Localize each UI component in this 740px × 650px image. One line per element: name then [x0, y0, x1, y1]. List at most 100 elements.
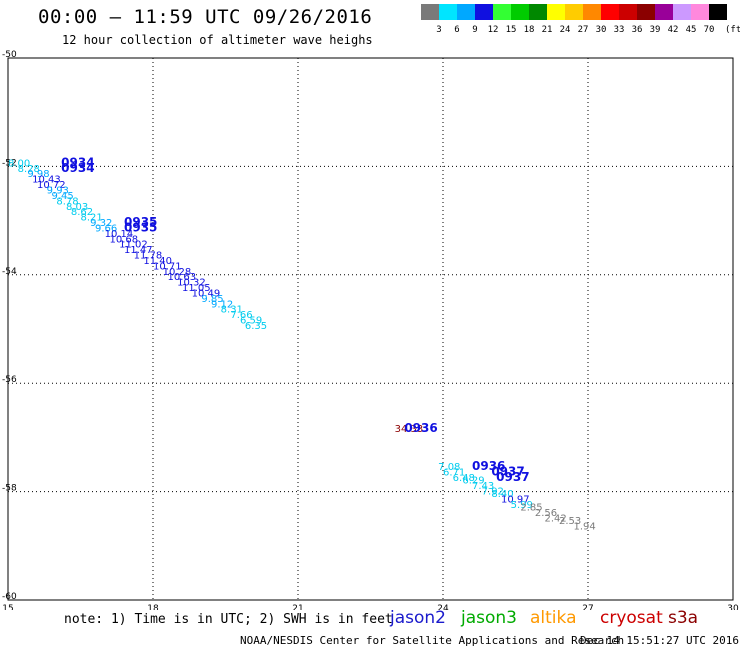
wave-height-point: 9.32 [90, 218, 112, 229]
wave-height-point: 10.63 [168, 272, 197, 283]
wave-height-point: 2.42 [545, 513, 567, 524]
wave-height-point: 8.00 [8, 158, 30, 169]
plot-frame [7, 57, 734, 601]
wave-height-point: 7.92 [482, 486, 504, 497]
satellite-label-cryosat: cryosat [600, 608, 663, 628]
legend-label: 36 [631, 25, 643, 35]
legend-swatch [709, 4, 727, 20]
wave-height-point: 7.43 [472, 481, 494, 492]
wave-height-point: 9.66 [95, 223, 117, 234]
legend-label: 24 [559, 25, 571, 35]
plot-area: 15 18 21 24 27 30-50-52-54-56-58-608.008.289.… [2, 50, 739, 610]
legend-label: 3 [436, 25, 442, 35]
wave-height-point: 8.21 [81, 213, 103, 224]
legend-swatch [601, 4, 619, 20]
wave-height-point: 8.28 [18, 164, 40, 175]
legend-label: 18 [523, 25, 535, 35]
wave-height-point: 9.98 [27, 169, 49, 180]
wave-height-point: 9.93 [47, 186, 69, 197]
wave-height-point: 2.53 [559, 516, 581, 527]
wave-height-point: 2.85 [520, 503, 542, 514]
wave-height-point: 10.32 [177, 278, 206, 289]
legend-swatch [439, 4, 457, 20]
time-label: 0937 [496, 470, 529, 484]
legend-swatch [619, 4, 637, 20]
legend-label: 6 [454, 25, 460, 35]
wave-height-point: 7.66 [230, 310, 252, 321]
satellite-label-s3a: s3a [668, 608, 699, 628]
legend-swatch [421, 4, 439, 20]
wave-height-point: 11.05 [182, 283, 211, 294]
legend-swatch [583, 4, 601, 20]
legend-label: 30 [595, 25, 607, 35]
credit-text: NOAA/NESDIS Center for Satellite Applica… [240, 634, 625, 647]
wave-height-point: 10.71 [153, 261, 182, 272]
wave-height-point: 10.97 [501, 494, 530, 505]
footer-note: note: 1) Time is in UTC; 2) SWH is in fe… [64, 612, 393, 627]
y-tick-label: -54 [2, 267, 17, 277]
wave-height-point: 5.99 [511, 500, 533, 511]
wave-height-point: 11.02 [119, 240, 148, 251]
wave-height-point: 10.68 [110, 234, 139, 245]
legend-label: 15 [505, 25, 517, 35]
time-label: 0936 [404, 421, 437, 435]
legend-swatch [637, 4, 655, 20]
legend-swatch [547, 4, 565, 20]
wave-height-point: 6.71 [443, 467, 465, 478]
wave-height-point: 10.72 [37, 180, 66, 191]
legend-swatch [511, 4, 529, 20]
chart-title: 00:00 – 11:59 UTC 09/26/2016 [38, 6, 373, 28]
legend-swatch [673, 4, 691, 20]
wave-height-point: 11.78 [134, 251, 163, 262]
time-label: 0934 [61, 161, 94, 175]
wave-height-point: 8.40 [491, 489, 513, 500]
wave-height-point: 8.31 [221, 305, 243, 316]
wave-height-point: 10.49 [192, 288, 221, 299]
chart-subtitle: 12 hour collection of altimeter wave hei… [62, 33, 373, 47]
legend-swatch [529, 4, 547, 20]
y-tick-label: -60 [2, 592, 17, 602]
wave-height-point: 6.48 [453, 473, 475, 484]
wave-height-point: 10.28 [163, 267, 192, 278]
time-label: 0934 [61, 155, 94, 169]
wave-height-point: 6.29 [462, 475, 484, 486]
wave-height-point: 6.59 [240, 316, 262, 327]
time-label: 0935 [124, 220, 157, 234]
x-tick-label: 24 [437, 604, 449, 610]
legend-swatch [691, 4, 709, 20]
wave-height-point: 34.33 [395, 424, 424, 435]
satellite-label-altika: altika [530, 608, 577, 628]
y-tick-label: -58 [2, 484, 17, 494]
legend-label: 39 [649, 25, 661, 35]
legend-label: 33 [613, 25, 625, 35]
wave-height-point: 8.03 [66, 202, 88, 213]
x-tick-label: 21 [292, 604, 303, 610]
legend-unit: (ft) [725, 25, 740, 35]
wave-height-point: 6.35 [245, 321, 267, 332]
wave-height-point: 11.40 [143, 256, 172, 267]
legend-swatch [655, 4, 673, 20]
wave-height-point: 9.12 [211, 299, 233, 310]
wave-height-point: 8.62 [71, 207, 93, 218]
wave-height-point: 10.43 [32, 175, 61, 186]
x-tick-label: 18 [147, 604, 159, 610]
time-label: 0937 [491, 464, 524, 478]
legend-label: 9 [472, 25, 478, 35]
y-tick-label: -52 [2, 158, 17, 168]
legend-label: 45 [685, 25, 697, 35]
wave-height-point: 8.78 [56, 196, 78, 207]
x-tick-label: 15 [2, 604, 13, 610]
wave-height-point: 10.14 [105, 229, 134, 240]
time-label: 0936 [472, 459, 505, 473]
wave-height-point: 1.94 [574, 522, 596, 533]
legend-swatch [565, 4, 583, 20]
legend-swatch [475, 4, 493, 20]
legend-label: 70 [703, 25, 715, 35]
wave-height-point: 9.45 [52, 191, 74, 202]
y-tick-label: -56 [2, 375, 17, 385]
legend-label: 12 [487, 25, 499, 35]
legend-swatch [493, 4, 511, 20]
x-tick-label: 27 [582, 604, 593, 610]
y-tick-label: -50 [2, 50, 17, 60]
wave-height-point: 2.56 [535, 508, 557, 519]
